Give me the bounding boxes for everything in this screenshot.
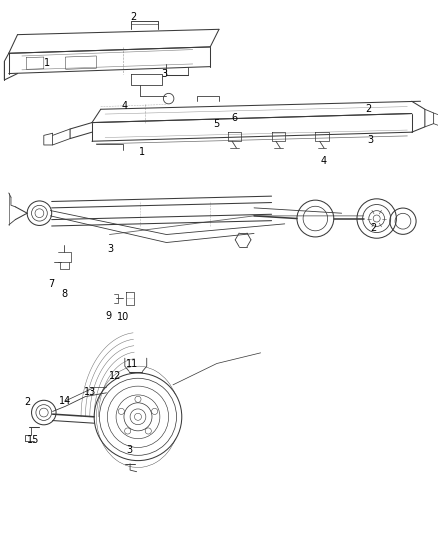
Text: 6: 6 xyxy=(231,114,237,123)
Text: 2: 2 xyxy=(24,398,30,407)
Text: 4: 4 xyxy=(122,101,128,110)
Text: 1: 1 xyxy=(139,147,145,157)
Text: 13: 13 xyxy=(84,387,96,397)
Text: 12: 12 xyxy=(109,371,121,381)
Text: 11: 11 xyxy=(126,359,138,368)
Text: 2: 2 xyxy=(366,104,372,114)
Text: 2: 2 xyxy=(131,12,137,22)
Text: 3: 3 xyxy=(367,135,373,144)
Text: 8: 8 xyxy=(62,289,68,299)
Text: 15: 15 xyxy=(27,435,39,445)
Text: 7: 7 xyxy=(49,279,55,288)
Text: 1: 1 xyxy=(44,58,50,68)
Text: 9: 9 xyxy=(106,311,112,320)
Text: 14: 14 xyxy=(59,396,71,406)
Text: 10: 10 xyxy=(117,312,130,322)
Text: 3: 3 xyxy=(161,69,167,78)
Text: 4: 4 xyxy=(320,156,326,166)
Text: 5: 5 xyxy=(214,119,220,128)
Text: 2: 2 xyxy=(370,223,376,233)
Text: 3: 3 xyxy=(107,245,113,254)
Text: 3: 3 xyxy=(126,446,132,455)
